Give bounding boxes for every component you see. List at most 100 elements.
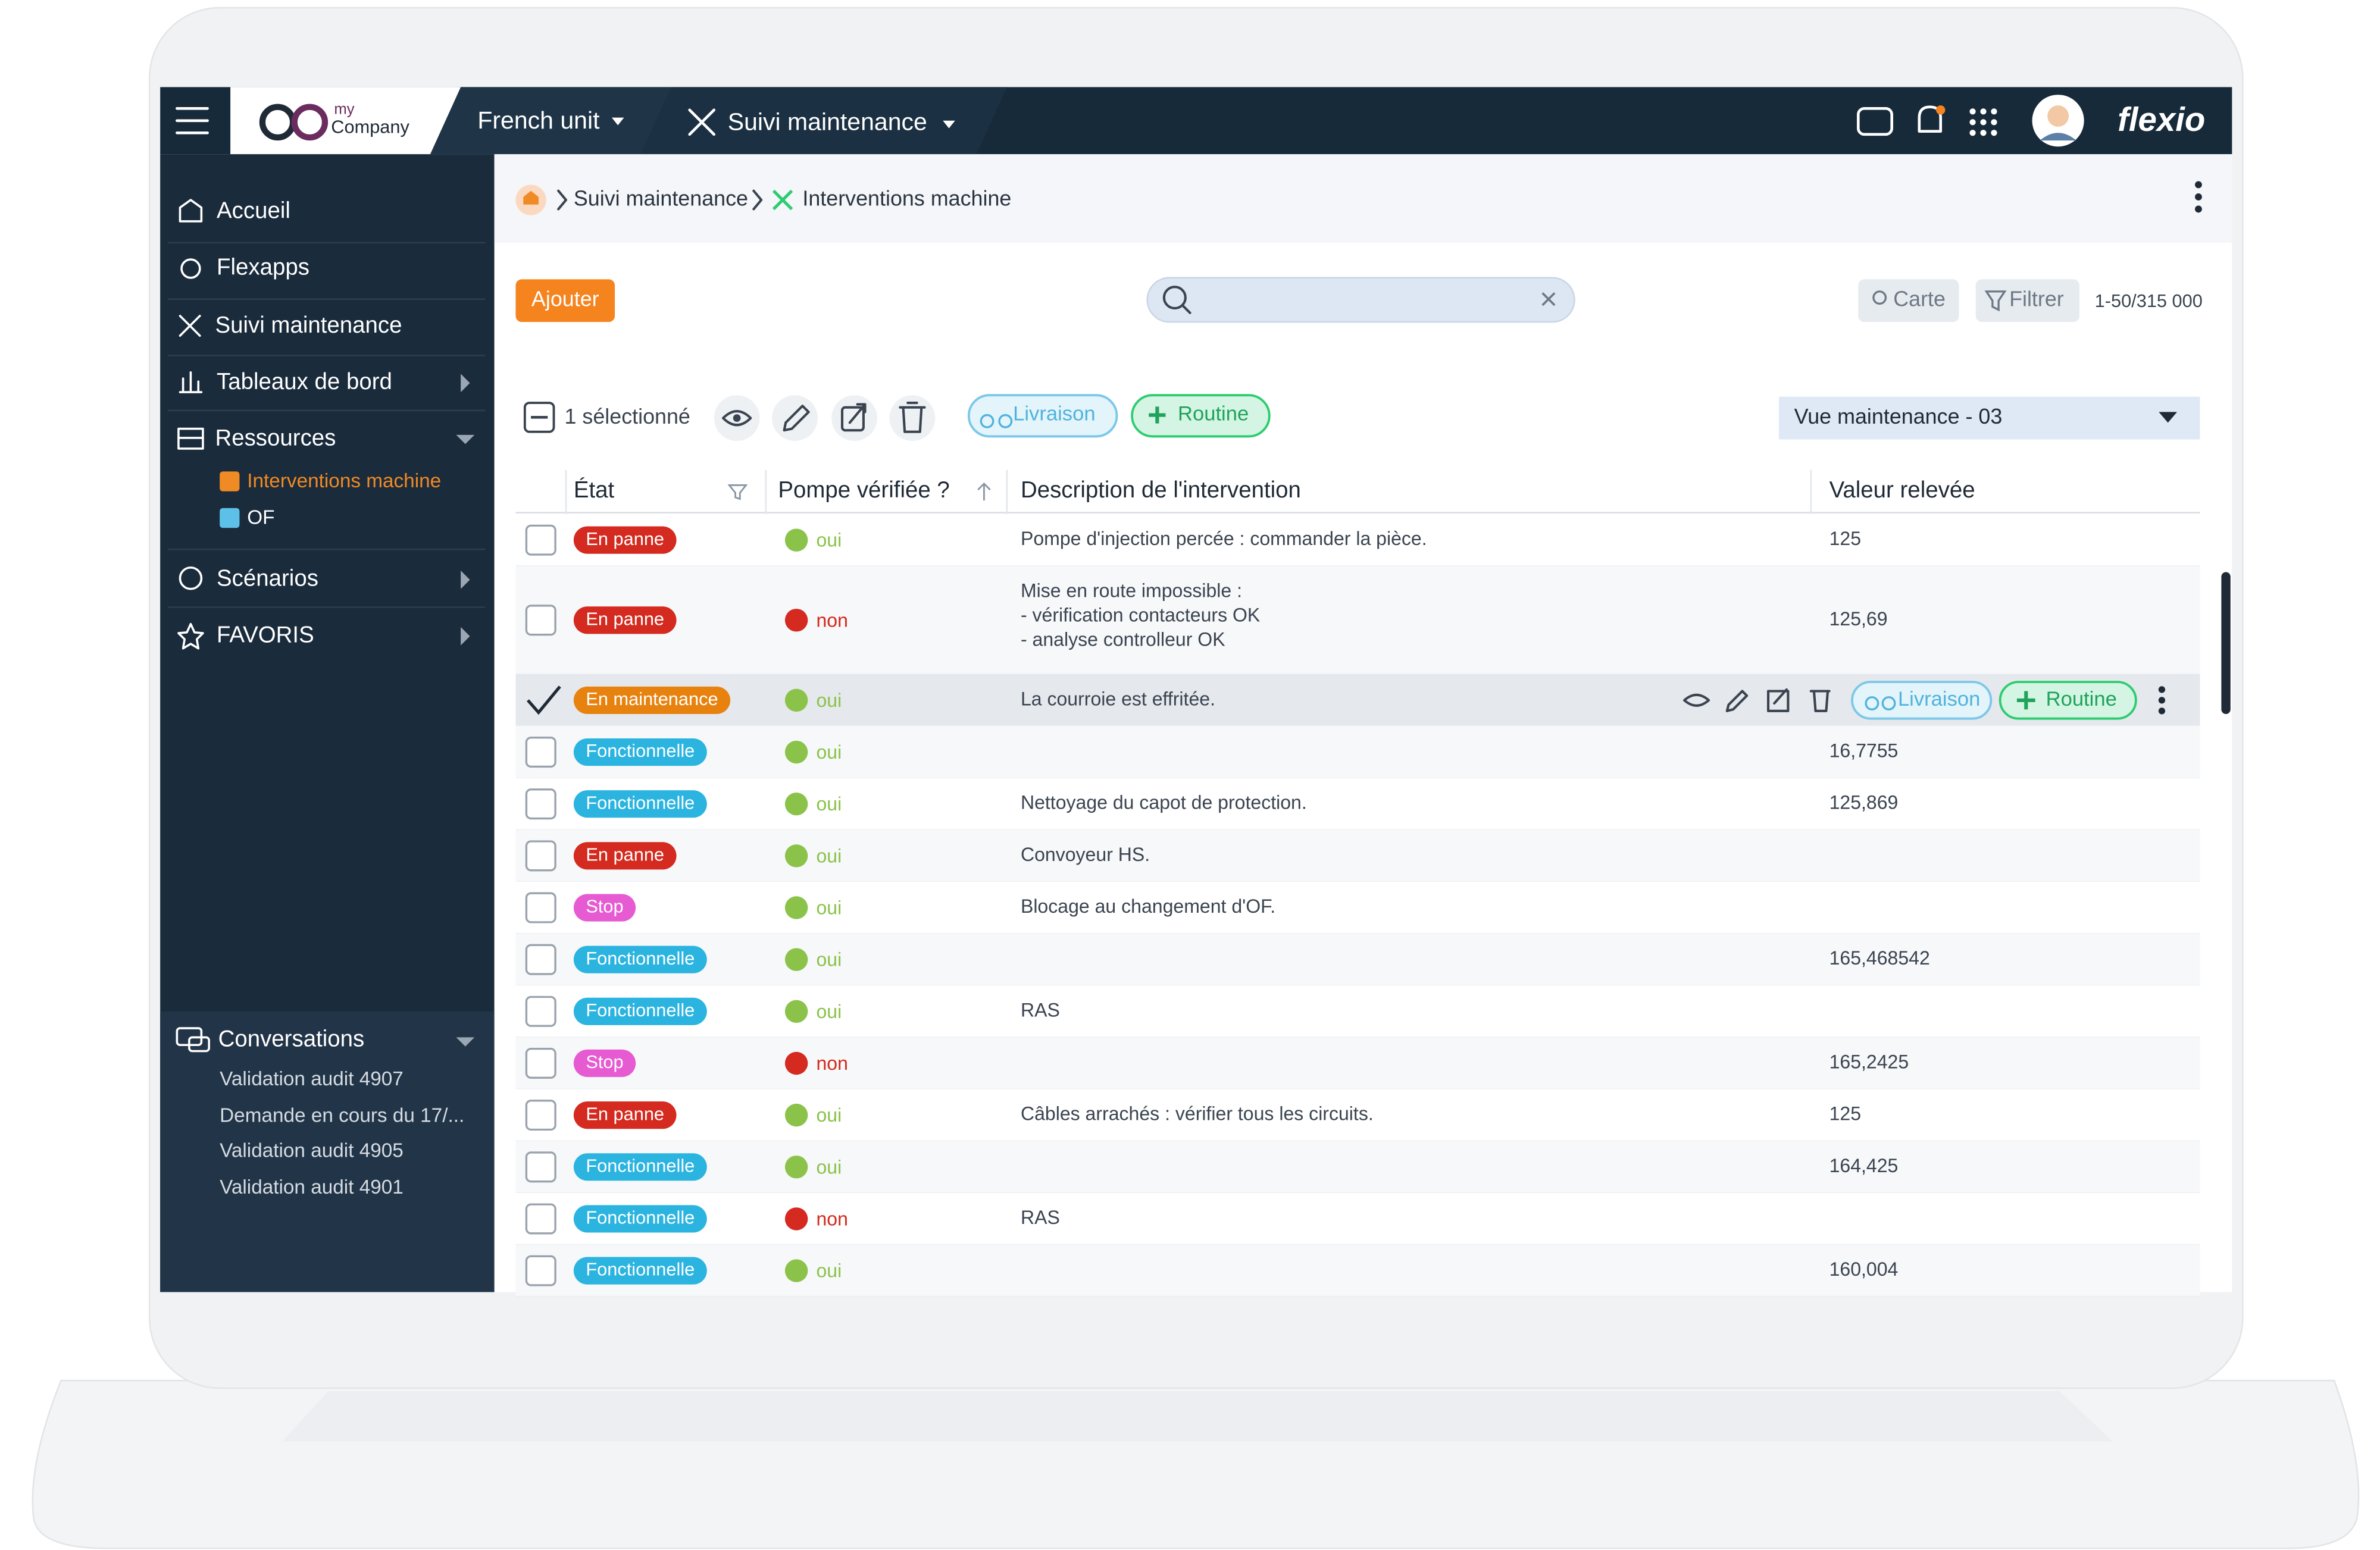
column-header[interactable]: Valeur relevée xyxy=(1829,477,1975,503)
table-row[interactable]: Fonctionnelle oui 16,7755 xyxy=(515,726,2200,779)
edit-action[interactable] xyxy=(772,395,818,441)
row-export[interactable] xyxy=(1767,688,1790,712)
delete-action[interactable] xyxy=(889,395,936,441)
table-row[interactable]: Fonctionnelle non RAS xyxy=(515,1192,2200,1246)
table-row[interactable]: En panne non Mise en route impossible : - v… xyxy=(515,566,2200,675)
menu-label: Ressources xyxy=(215,425,336,451)
row-checkbox[interactable] xyxy=(525,737,556,768)
table-row[interactable]: Fonctionnelle oui 164,425 xyxy=(515,1141,2200,1194)
logo[interactable]: my Company xyxy=(259,101,410,141)
state-label: En maintenance xyxy=(586,688,718,709)
menu-item[interactable]: Suivi maintenance xyxy=(179,312,402,338)
delivery-tag[interactable]: Livraison xyxy=(1851,681,1993,720)
add-button[interactable]: Ajouter xyxy=(515,279,615,322)
row-bg xyxy=(515,1037,2200,1089)
delivery-tag[interactable]: Livraison xyxy=(967,394,1118,438)
menu-label: FAVORIS xyxy=(217,622,314,647)
routine-tag[interactable]: Routine xyxy=(1999,681,2137,720)
unit-selector[interactable]: French unit xyxy=(477,107,624,134)
conversation-item[interactable]: Validation audit 4901 xyxy=(220,1176,404,1198)
menu-item[interactable]: Ressources xyxy=(177,425,475,451)
state-label: Fonctionnelle xyxy=(586,1259,695,1280)
more-menu[interactable] xyxy=(2195,181,2202,213)
row-checkbox[interactable] xyxy=(525,892,556,923)
pump-label: oui xyxy=(816,949,842,970)
submenu-item[interactable]: Interventions machine xyxy=(220,470,441,492)
menu-item[interactable]: Accueil xyxy=(179,198,290,224)
column-header[interactable]: État xyxy=(574,477,615,503)
row-checkbox[interactable] xyxy=(525,1255,556,1286)
filter-button[interactable]: Filtrer xyxy=(1975,279,2079,322)
pump-label: oui xyxy=(816,845,842,866)
table-row[interactable]: En panne oui Convoyeur HS. xyxy=(515,829,2200,883)
search-box[interactable] xyxy=(1146,277,1575,323)
row-check[interactable] xyxy=(527,685,561,715)
app-selector[interactable]: Suivi maintenance xyxy=(688,108,955,136)
table-row[interactable]: Stop non 165,2425 xyxy=(515,1037,2200,1090)
row-checkbox[interactable] xyxy=(525,524,556,556)
breadcrumb-item: Interventions machine xyxy=(802,187,1011,211)
value: 125 xyxy=(1829,528,1861,549)
dot xyxy=(2158,686,2166,693)
table-row[interactable]: Stop oui Blocage au changement d'OF. xyxy=(515,881,2200,935)
description: La courroie est effritée. xyxy=(1021,688,1215,709)
menu-item[interactable]: Flexapps xyxy=(180,255,309,280)
view-dropdown[interactable]: Vue maintenance - 03 xyxy=(1778,396,2200,440)
pump-dot xyxy=(784,896,808,919)
conversations-header[interactable]: Conversations xyxy=(176,1026,475,1053)
row-more[interactable] xyxy=(2158,686,2166,715)
row-checkbox[interactable] xyxy=(525,1100,556,1131)
breadcrumb-item[interactable]: Suivi maintenance xyxy=(574,187,748,211)
scrollbar[interactable] xyxy=(2221,572,2231,714)
menu-label: Suivi maintenance xyxy=(215,312,402,338)
table-row[interactable]: Fonctionnelle oui RAS xyxy=(515,985,2200,1038)
row-checkbox[interactable] xyxy=(525,1047,556,1079)
table-row[interactable]: Fonctionnelle oui 165,468542 xyxy=(515,934,2200,987)
menu-item[interactable]: Scénarios xyxy=(179,566,470,591)
conversation-item[interactable]: Validation audit 4907 xyxy=(220,1068,404,1090)
map-button[interactable]: Carte xyxy=(1858,279,1959,322)
menu-label: Accueil xyxy=(217,198,290,224)
pump-label: non xyxy=(816,609,847,631)
view-action[interactable] xyxy=(714,395,760,441)
row-checkbox[interactable] xyxy=(525,1203,556,1235)
row-view[interactable] xyxy=(1683,693,1710,707)
select-all-checkbox[interactable] xyxy=(523,402,555,433)
screen-icon[interactable] xyxy=(1856,107,1893,136)
export-action[interactable] xyxy=(831,395,877,441)
tag-label: Livraison xyxy=(1898,688,1980,710)
row-checkbox[interactable] xyxy=(525,944,556,975)
row-checkbox[interactable] xyxy=(525,788,556,820)
row-checkbox[interactable] xyxy=(525,605,556,636)
table-row[interactable]: En panne oui Pompe d'injection percée : co… xyxy=(515,514,2200,567)
notification-icon[interactable] xyxy=(1918,105,1946,133)
column-header[interactable]: Pompe vérifiée ? xyxy=(778,477,949,503)
menu-item[interactable]: Tableaux de bord xyxy=(179,369,470,394)
table-row[interactable]: Fonctionnelle oui 160,004 xyxy=(515,1245,2200,1298)
table-row[interactable]: Fonctionnelle oui Nettoyage du capot de pr… xyxy=(515,778,2200,831)
menu-item[interactable]: FAVORIS xyxy=(177,622,470,650)
conversation-item[interactable]: Validation audit 4905 xyxy=(220,1139,404,1161)
avatar[interactable] xyxy=(2032,95,2084,147)
record-count: 1-50/315 000 xyxy=(2095,290,2203,311)
state-badge: Fonctionnelle xyxy=(573,1205,707,1233)
row-checkbox[interactable] xyxy=(525,995,556,1027)
submenu-label: Interventions machine xyxy=(247,470,441,492)
menu-button[interactable] xyxy=(176,107,209,134)
routine-tag[interactable]: Routine xyxy=(1131,394,1271,438)
row-delete[interactable] xyxy=(1809,690,1831,712)
row-edit[interactable] xyxy=(1725,690,1749,712)
value: 165,2425 xyxy=(1829,1051,1909,1072)
table-row[interactable]: En maintenance oui La courroie est effrité… xyxy=(515,674,2200,727)
row-checkbox[interactable] xyxy=(525,1151,556,1183)
conversations-panel xyxy=(160,1011,495,1292)
tag-icon xyxy=(2016,691,2035,710)
state-label: En panne xyxy=(586,528,664,549)
row-checkbox[interactable] xyxy=(525,840,556,872)
column-header[interactable]: Description de l'intervention xyxy=(1021,477,1301,503)
conversation-item[interactable]: Demande en cours du 17/... xyxy=(220,1105,464,1127)
apps-icon[interactable] xyxy=(1969,108,1997,136)
pump-label: oui xyxy=(816,741,842,763)
submenu-item[interactable]: OF xyxy=(220,507,275,529)
table-row[interactable]: En panne oui Câbles arrachés : vérifier to… xyxy=(515,1089,2200,1142)
